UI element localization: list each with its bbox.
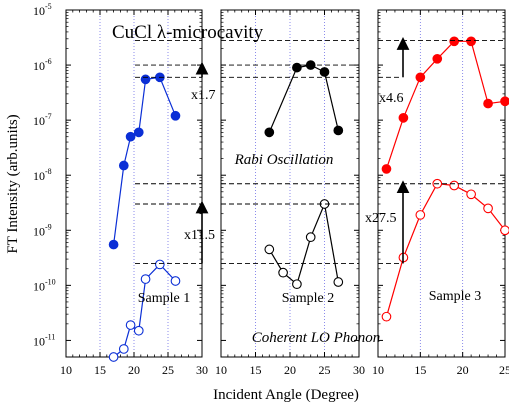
x-tick-label: 20 [128, 363, 140, 377]
series-line [385, 40, 506, 170]
data-point-filled [140, 74, 151, 85]
data-point-filled [483, 98, 493, 109]
y-tick-label: 10-11 [33, 332, 55, 348]
data-point-filled [292, 62, 302, 73]
x-tick-label: 20 [284, 363, 296, 377]
data-point-filled [415, 72, 426, 83]
data-point-open [305, 232, 316, 243]
data-point-open [333, 277, 344, 287]
x-tick-label: 10 [215, 363, 227, 377]
data-point-filled [398, 113, 409, 123]
data-point-filled [500, 96, 509, 107]
panel-3: 10 15 20 25 Sample 3 [372, 9, 509, 377]
y-tick-label: 10-7 [33, 112, 52, 128]
panel-2: 10 15 20 25 30 Sample 2 [215, 9, 365, 377]
data-point-open [278, 267, 288, 278]
reference-lines [135, 39, 505, 264]
y-tick-label: 10-10 [33, 277, 56, 293]
x-tick-label: 25 [499, 363, 509, 377]
data-point-filled [108, 239, 119, 250]
x-tick-label: 15 [94, 363, 106, 377]
x-tick-label: 30 [196, 363, 208, 377]
x-tick-label: 25 [319, 363, 331, 377]
y-tick-label: 10-9 [33, 222, 52, 238]
data-point-filled [319, 67, 330, 77]
data-point-open [449, 180, 460, 191]
data-point-open [125, 320, 136, 330]
x-tick-label: 15 [414, 363, 426, 377]
data-point-filled [118, 160, 129, 171]
data-point-open [466, 189, 476, 200]
data-point-filled [170, 110, 181, 121]
data-point-filled [333, 125, 344, 136]
data-point-filled [466, 36, 476, 47]
y-tick-label: 10-5 [33, 2, 52, 18]
x-tick-label: 30 [353, 363, 365, 377]
data-point-filled [133, 127, 144, 138]
data-point-filled [125, 131, 136, 142]
data-point-open [292, 279, 302, 290]
data-point-open [108, 352, 119, 362]
data-point-open [415, 210, 426, 220]
data-point-filled [432, 53, 443, 64]
data-point-filled [449, 36, 460, 47]
scale-factor-label: x27.5 [365, 211, 397, 226]
data-point-open [500, 225, 509, 236]
y-axis-label: FT Intensity (arb.units) [5, 114, 21, 253]
x-tick-label: 15 [250, 363, 262, 377]
scale-factor-label: x11.5 [184, 228, 215, 243]
data-point-open [381, 311, 392, 322]
data-point-open [264, 244, 275, 255]
data-point-open [133, 325, 144, 336]
data-point-open [118, 344, 129, 354]
sample-label: Sample 2 [282, 291, 335, 306]
scale-factor-label: x1.7 [191, 88, 216, 103]
chart-title: CuCl λ-microcavity [112, 22, 264, 43]
data-point-open [483, 203, 493, 214]
y-tick-label: 10-6 [33, 57, 52, 73]
y-tick-labels: 10-11 10-10 10-9 10-8 10-7 10-6 10-5 [33, 2, 56, 348]
x-axis-label: Incident Angle (Degree) [213, 387, 359, 403]
data-point-open [170, 276, 181, 286]
coherent-lo-phonon-label: Coherent LO Phonon [252, 330, 381, 346]
x-tick-label: 20 [457, 363, 469, 377]
sample-label: Sample 3 [429, 289, 482, 304]
annotations: x1.7 x11.5 x4.6 x27.5 [184, 37, 410, 264]
sample-label: Sample 1 [138, 291, 191, 306]
x-tick-label: 10 [60, 363, 72, 377]
rabi-oscillation-label: Rabi Oscillation [234, 152, 334, 168]
data-point-open [154, 259, 165, 270]
scale-factor-label: x4.6 [379, 91, 404, 106]
data-point-filled [264, 127, 275, 138]
data-point-filled [381, 164, 392, 174]
x-tick-label: 10 [372, 363, 384, 377]
y-tick-label: 10-8 [33, 167, 52, 183]
x-tick-label: 25 [162, 363, 174, 377]
data-point-open [140, 274, 151, 284]
